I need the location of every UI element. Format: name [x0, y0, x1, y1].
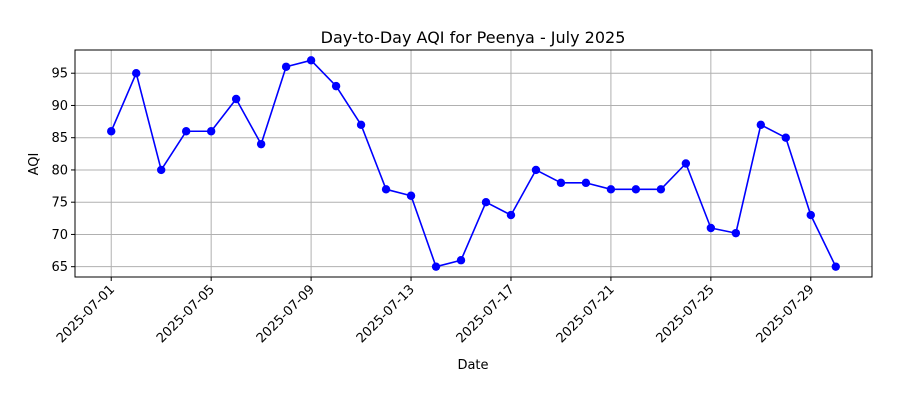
y-axis: 65 70 75 80 85 90 95 [51, 67, 75, 275]
y-tick-label: 80 [51, 163, 68, 178]
data-point [181, 127, 191, 136]
y-tick-label: 70 [51, 228, 68, 243]
x-tick-label: 2025-07-09 [254, 282, 318, 346]
series-line [110, 59, 837, 268]
data-point [756, 120, 766, 130]
data-point [531, 165, 541, 175]
data-point [831, 262, 840, 271]
data-point [107, 127, 116, 136]
data-point [806, 210, 815, 220]
series-line-layer [110, 59, 837, 268]
x-tick-label: 2025-07-25 [654, 282, 718, 346]
x-tick-label: 2025-07-13 [354, 282, 418, 346]
data-point [281, 62, 291, 71]
data-point [356, 120, 366, 130]
data-point [606, 185, 616, 194]
data-point [381, 185, 391, 194]
x-tick-label: 2025-07-01 [54, 282, 118, 346]
x-tick-label: 2025-07-21 [554, 282, 618, 346]
data-point [256, 139, 266, 149]
data-point [681, 159, 691, 168]
data-point [331, 81, 341, 91]
x-tick-label: 2025-07-29 [754, 282, 818, 346]
y-tick-label: 90 [51, 99, 68, 114]
data-point [731, 228, 741, 238]
y-tick-label: 95 [51, 67, 68, 82]
data-point [481, 197, 491, 207]
plot-frame [74, 49, 873, 278]
data-point [456, 256, 466, 265]
x-tick-label: 2025-07-05 [154, 282, 218, 346]
data-point [656, 185, 666, 194]
data-point [306, 56, 316, 65]
data-point [156, 165, 166, 175]
x-tick-label: 2025-07-17 [454, 282, 518, 346]
data-point [406, 191, 416, 200]
x-axis-label: Date [457, 358, 488, 373]
data-point [506, 210, 516, 220]
chart-title: Day-to-Day AQI for Peenya - July 2025 [321, 28, 626, 47]
y-tick-label: 75 [51, 196, 68, 211]
data-point [706, 223, 716, 233]
data-point [556, 178, 566, 188]
data-points [107, 56, 840, 271]
data-point [631, 185, 641, 194]
data-point [781, 133, 791, 142]
y-axis-label: AQI [27, 153, 42, 176]
data-point [231, 94, 241, 104]
x-axis: 2025-07-01 2025-07-05 2025-07-09 2025-07-13… [54, 277, 818, 346]
data-point [132, 69, 141, 78]
data-point [431, 262, 441, 271]
data-point [206, 127, 216, 136]
y-tick-label: 65 [51, 260, 68, 275]
data-point [581, 178, 591, 188]
y-tick-label: 85 [51, 131, 68, 146]
